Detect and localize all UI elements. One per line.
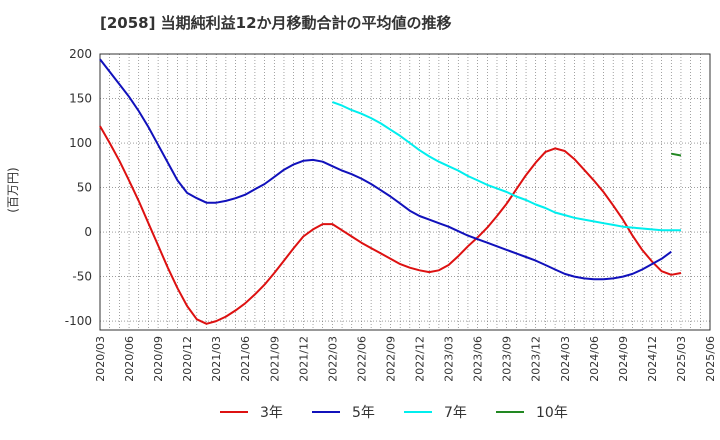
x-tick-label: 2022/03 xyxy=(326,336,339,382)
legend-swatch xyxy=(496,411,524,413)
legend-item: 7年 xyxy=(404,402,496,422)
series-lines xyxy=(99,58,682,325)
legend-item: 5年 xyxy=(312,402,404,422)
chart-title: [2058] 当期純利益12か月移動合計の平均値の推移 xyxy=(100,14,452,32)
x-tick-label: 2022/12 xyxy=(414,336,427,382)
x-tick-label: 2023/09 xyxy=(501,336,514,382)
x-tick-label: 2025/03 xyxy=(675,336,688,382)
legend-item: 10年 xyxy=(496,402,588,422)
x-tick-label: 2025/06 xyxy=(704,336,717,382)
x-tick-label: 2024/09 xyxy=(617,336,630,382)
legend-swatch xyxy=(220,411,248,413)
series-line-10年 xyxy=(671,152,682,157)
x-tick-label: 2020/06 xyxy=(123,336,136,382)
x-tick-label: 2021/06 xyxy=(239,336,252,382)
plot-area xyxy=(99,53,711,331)
x-tick-label: 2024/03 xyxy=(559,336,572,382)
legend-swatch xyxy=(404,411,432,413)
y-tick-label: 100 xyxy=(69,136,92,150)
x-tick-label: 2024/06 xyxy=(588,336,601,382)
y-tick-label: 200 xyxy=(69,47,92,61)
x-tick-label: 2023/12 xyxy=(530,336,543,382)
x-tick-label: 2022/06 xyxy=(355,336,368,382)
legend-label: 5年 xyxy=(352,405,375,421)
legend-label: 3年 xyxy=(260,405,283,421)
y-tick-label: 50 xyxy=(77,181,92,195)
gridlines xyxy=(99,53,711,330)
x-tick-label: 2021/03 xyxy=(210,336,223,382)
legend-label: 7年 xyxy=(444,405,467,421)
y-axis-label: (百万円) xyxy=(6,167,20,212)
x-tick-label: 2020/12 xyxy=(181,336,194,382)
x-tick-label: 2022/09 xyxy=(384,336,397,382)
y-tick-label: -100 xyxy=(65,314,92,328)
legend: 3年 5年 7年 10年 xyxy=(220,402,588,422)
series-line-7年 xyxy=(332,101,681,232)
y-tick-label: -50 xyxy=(72,270,92,284)
y-axis: 200 150 100 50 0 -50 -100 xyxy=(65,47,92,328)
legend-item: 3年 xyxy=(220,402,312,422)
x-tick-label: 2023/03 xyxy=(443,336,456,382)
x-tick-label: 2021/12 xyxy=(297,336,310,382)
legend-swatch xyxy=(312,411,340,413)
legend-label: 10年 xyxy=(536,405,568,421)
x-tick-label: 2021/09 xyxy=(268,336,281,382)
series-line-5年 xyxy=(99,58,672,281)
series-line-3年 xyxy=(99,125,682,325)
y-tick-label: 0 xyxy=(84,225,92,239)
x-tick-label: 2020/03 xyxy=(94,336,107,382)
x-axis: 2020/03 2020/06 2020/09 2020/12 2021/03 2021/… xyxy=(94,336,717,382)
x-tick-label: 2020/09 xyxy=(152,336,165,382)
y-tick-label: 150 xyxy=(69,92,92,106)
x-tick-label: 2023/06 xyxy=(472,336,485,382)
x-tick-label: 2024/12 xyxy=(646,336,659,382)
